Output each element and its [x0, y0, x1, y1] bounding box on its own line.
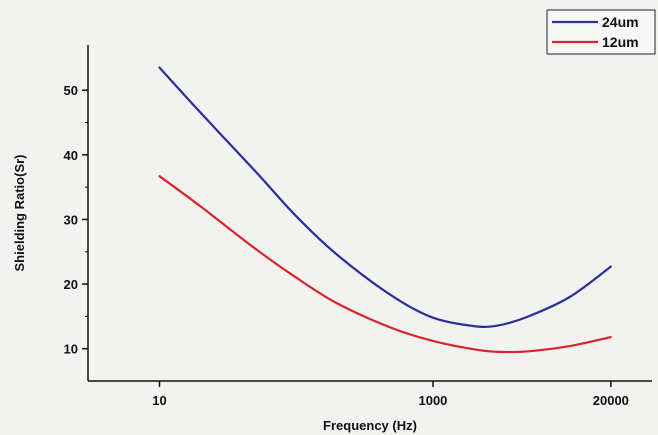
legend-label: 24um: [602, 14, 639, 30]
axes: [87, 45, 652, 382]
x-tick-label: 20000: [593, 393, 629, 408]
y-tick-label: 20: [64, 277, 78, 292]
series-lines: [158, 66, 612, 354]
legend-label: 12um: [602, 34, 639, 50]
series-line-12um: [158, 175, 612, 354]
y-axis-title: Shielding Ratio(Sr): [12, 155, 27, 272]
x-tick-label: 1000: [418, 393, 447, 408]
series-line-24um: [158, 66, 612, 328]
y-tick-label: 40: [64, 148, 78, 163]
y-tick-label: 50: [64, 83, 78, 98]
legend-box: [546, 9, 656, 55]
y-ticks: 10 20 30 40 50: [64, 83, 88, 357]
y-tick-label: 10: [64, 342, 78, 357]
y-tick-label: 30: [64, 212, 78, 227]
x-tick-label: 10: [152, 393, 166, 408]
x-axis-title: Frequency (Hz): [323, 418, 417, 433]
legend: 24um 12um: [546, 9, 656, 55]
x-ticks: 10 1000 20000: [152, 381, 629, 408]
